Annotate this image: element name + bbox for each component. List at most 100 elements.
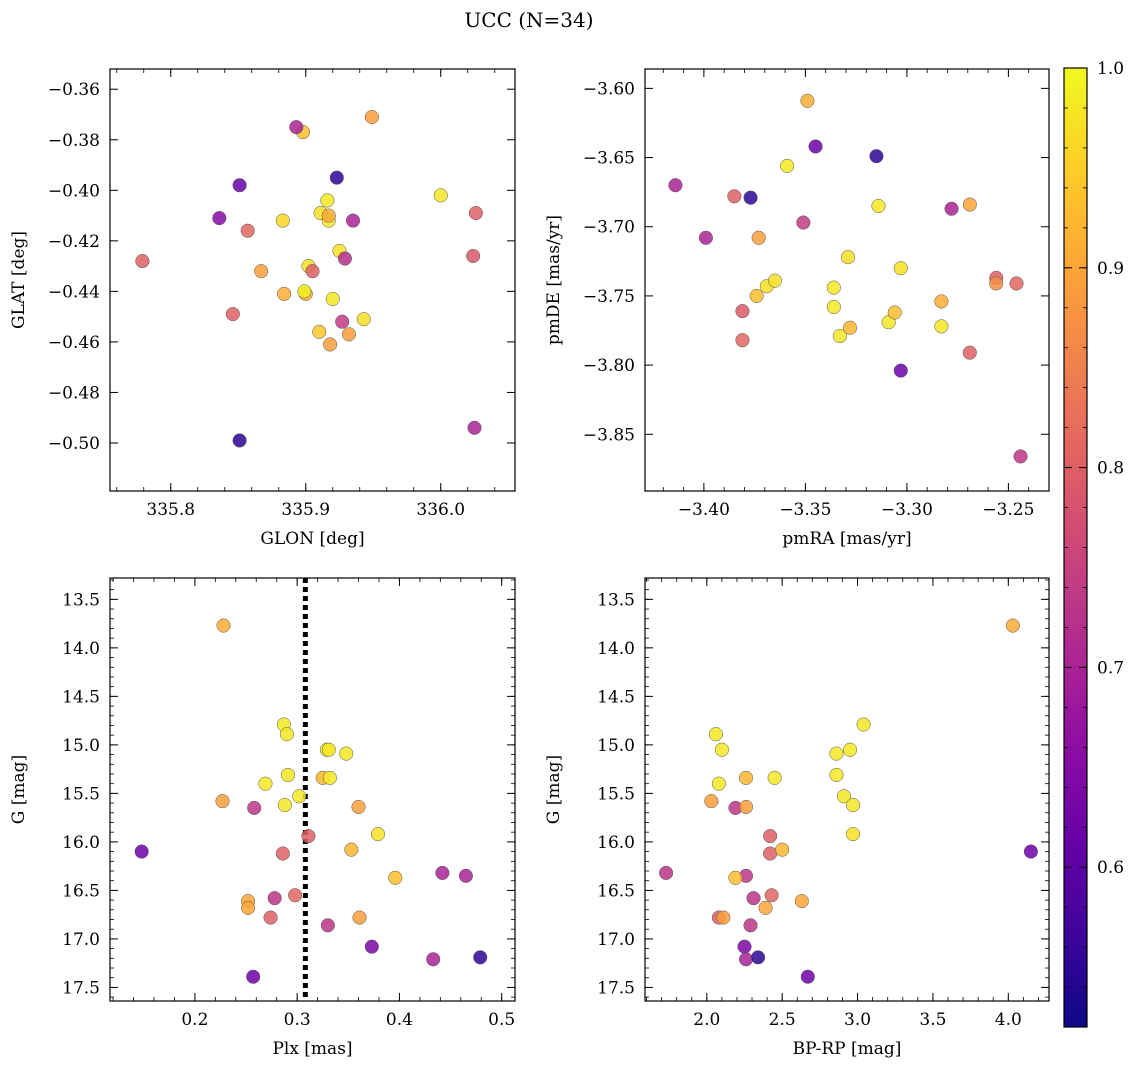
data-point <box>341 327 357 342</box>
data-point <box>280 767 296 782</box>
data-point <box>320 918 335 933</box>
panel-3: 0.2 0.3 0.4 0.5 13.5 14.0 14.5 15.0 15.5 16.0 16.5… <box>9 577 516 1059</box>
y-axis-label: G [mag] <box>544 755 564 824</box>
y-tick-label: −3.65 <box>583 149 635 169</box>
x-tick-label: −3.35 <box>779 500 831 520</box>
x-tick-label: −3.25 <box>982 500 1034 520</box>
data-point <box>323 337 338 352</box>
y-tick-label: 14.0 <box>62 639 100 659</box>
data-point <box>426 952 441 967</box>
data-point <box>263 910 278 925</box>
x-axis-label: pmRA [mas/yr] <box>782 529 911 549</box>
data-point <box>232 433 247 448</box>
y-tick-label: 16.5 <box>62 881 100 901</box>
x-tick-label: 335.8 <box>146 500 195 520</box>
y-axis-label: GLAT [deg] <box>9 231 29 329</box>
x-tick-label: 0.3 <box>284 1010 311 1030</box>
data-point <box>337 251 352 266</box>
data-point <box>232 178 247 193</box>
data-point <box>356 312 371 327</box>
x-tick-label: −3.30 <box>881 500 933 520</box>
y-tick-label: −0.50 <box>48 434 100 454</box>
data-point <box>775 842 790 857</box>
data-point <box>297 284 312 299</box>
data-point <box>737 939 752 954</box>
data-point <box>468 205 483 221</box>
data-point <box>134 844 149 859</box>
data-point <box>1009 276 1024 291</box>
colorbar-tick-label: 0.8 <box>1097 459 1124 479</box>
data-point <box>893 363 908 378</box>
data-point <box>800 969 815 984</box>
data-point <box>1023 844 1038 859</box>
y-tick-label: 17.5 <box>62 978 100 998</box>
data-point <box>714 742 729 757</box>
data-point <box>767 770 782 785</box>
y-tick-label: −0.40 <box>48 181 100 201</box>
data-point <box>467 420 482 435</box>
data-point <box>934 294 949 309</box>
plot-frame <box>109 68 516 492</box>
y-tick-label: −3.80 <box>583 356 635 376</box>
y-tick-label: −0.44 <box>48 282 100 302</box>
data-point <box>339 746 354 761</box>
data-point <box>240 223 255 238</box>
figure-title: UCC (N=34) <box>464 8 593 32</box>
colorbar-tick-label: 1.0 <box>1097 59 1124 79</box>
data-point <box>312 324 327 339</box>
data-point <box>241 900 256 915</box>
data-point <box>704 794 719 809</box>
data-point <box>292 789 307 804</box>
data-point <box>840 250 856 265</box>
data-point <box>796 215 811 230</box>
data-point <box>277 286 292 301</box>
data-point <box>698 230 713 245</box>
data-point <box>763 829 778 844</box>
y-tick-label: −0.46 <box>48 333 100 353</box>
y-tick-label: −0.38 <box>48 131 100 151</box>
data-point <box>275 213 290 228</box>
x-tick-label: 336.0 <box>416 500 465 520</box>
x-axis-label: Plx [mas] <box>272 1039 352 1059</box>
data-point <box>301 829 316 844</box>
y-tick-label: 16.5 <box>597 881 635 901</box>
x-tick-label: 2.5 <box>769 1010 796 1030</box>
x-tick-label: 2.0 <box>693 1010 720 1030</box>
y-tick-label: 13.5 <box>597 590 635 610</box>
y-tick-label: −3.70 <box>583 218 635 238</box>
data-point <box>364 109 379 125</box>
data-point <box>212 211 227 226</box>
data-point <box>944 201 959 216</box>
data-point <box>216 618 231 633</box>
data-point <box>458 868 473 883</box>
y-tick-label: 14.5 <box>62 687 100 707</box>
data-point <box>305 264 320 279</box>
data-point <box>749 288 764 303</box>
data-point <box>735 333 750 348</box>
data-point <box>829 746 844 761</box>
x-axis-label: GLON [deg] <box>260 529 364 549</box>
data-point <box>962 345 977 360</box>
data-point <box>832 328 847 344</box>
data-point <box>473 950 488 965</box>
x-tick-label: 4.0 <box>995 1010 1022 1030</box>
data-point <box>989 276 1004 291</box>
data-point <box>836 789 852 804</box>
data-point <box>826 280 841 295</box>
data-point <box>780 158 795 173</box>
data-point <box>746 891 761 906</box>
y-tick-label: 15.0 <box>597 736 635 756</box>
data-point <box>289 120 304 135</box>
y-tick-label: −0.42 <box>48 232 100 252</box>
panel-2: −3.40 −3.35 −3.30 −3.25 −3.60 −3.65 −3.70 −3.75… <box>544 68 1050 549</box>
y-tick-label: 15.5 <box>62 784 100 804</box>
y-tick-label: 14.0 <box>597 639 635 659</box>
data-point <box>716 910 731 925</box>
y-tick-label: 17.0 <box>597 930 635 950</box>
x-axis-label: BP-RP [mag] <box>793 1039 902 1059</box>
data-point <box>288 888 303 903</box>
data-point <box>869 149 884 164</box>
data-point <box>215 794 230 809</box>
y-axis-label: pmDE [mas/yr] <box>544 215 564 345</box>
